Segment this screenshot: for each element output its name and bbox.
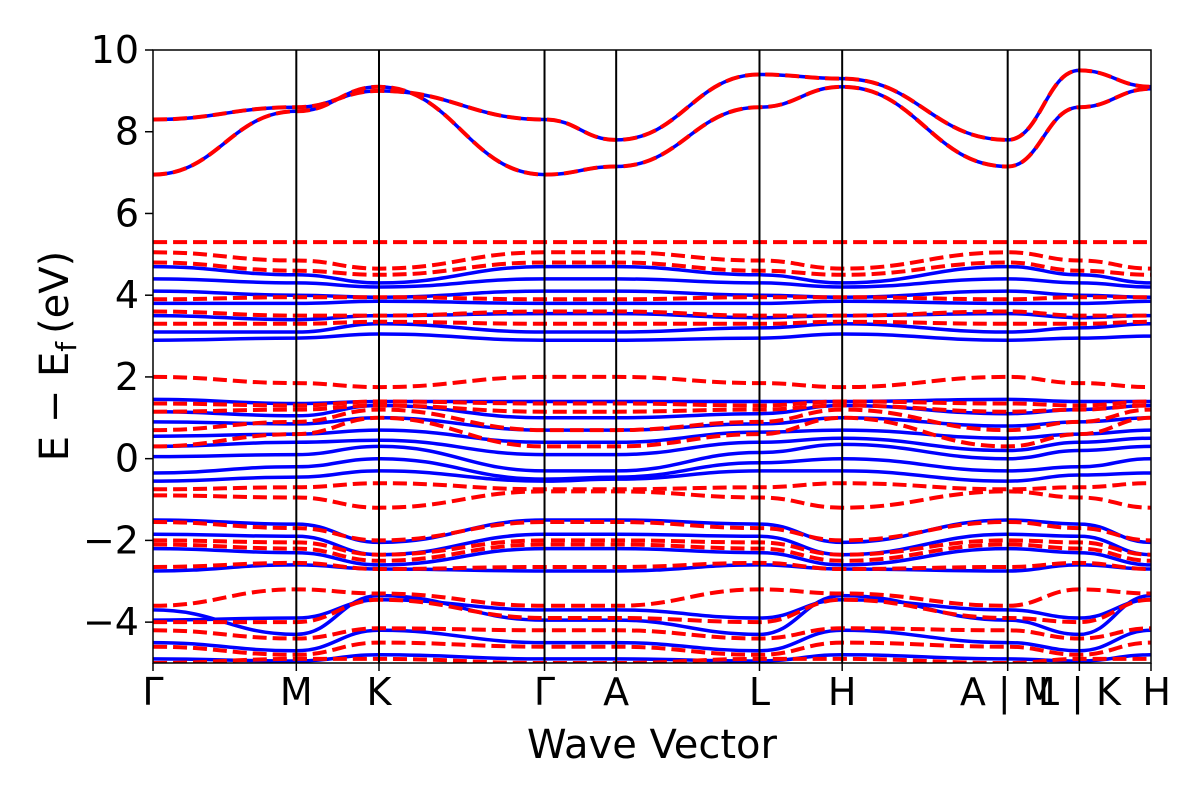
band-line-solid-18 xyxy=(153,532,1151,557)
band-line-dashed-22 xyxy=(153,84,1151,177)
band-line-dashed-8 xyxy=(153,309,1151,318)
band-line-solid-10 xyxy=(153,311,1151,322)
band-line-solid-7 xyxy=(153,397,1151,406)
y-axis: −4 −2 0 2 4 6 8 10 xyxy=(83,28,153,644)
band-line-dashed-3 xyxy=(153,407,1151,433)
x-tick-label: H xyxy=(1142,670,1171,714)
band-line-solid-19 xyxy=(153,546,1151,567)
y-tick-label: 2 xyxy=(115,355,139,399)
high-symmetry-lines xyxy=(295,50,1081,663)
y-axis-label-subscript: f xyxy=(50,341,83,352)
band-line-solid-13 xyxy=(153,277,1151,289)
x-tick-label: H xyxy=(828,670,857,714)
y-axis-label-main: E − E xyxy=(32,352,78,462)
band-line-solid-21 xyxy=(153,597,1151,622)
band-line-dashed-17 xyxy=(153,587,1151,608)
x-tick-label: A | M xyxy=(960,670,1056,715)
band-line-solid-12 xyxy=(153,289,1151,299)
band-line-dashed-15 xyxy=(153,542,1151,563)
band-line-solid-8 xyxy=(153,332,1151,342)
bands-layer xyxy=(153,68,1151,663)
band-line-solid-11 xyxy=(153,299,1151,306)
band-line-solid-9 xyxy=(153,322,1151,334)
band-line-dashed-19 xyxy=(153,626,1151,641)
x-axis-label: Wave Vector xyxy=(527,722,778,768)
band-line-solid-3 xyxy=(153,436,1151,457)
x-tick-label: Γ xyxy=(142,670,163,714)
band-line-solid-1 xyxy=(153,456,1151,481)
band-line-dashed-7 xyxy=(153,319,1151,326)
band-line-dashed-6 xyxy=(153,374,1151,390)
y-tick-label: −2 xyxy=(83,518,139,562)
band-line-dashed-2 xyxy=(153,415,1151,449)
band-line-solid-4 xyxy=(153,428,1151,445)
plot-frame xyxy=(152,49,1152,664)
band-line-solid-0 xyxy=(153,469,1151,483)
band-line-dashed-4 xyxy=(153,403,1151,414)
band-line-dashed-20 xyxy=(153,640,1151,657)
band-line-solid-5 xyxy=(153,416,1151,432)
band-line-dashed-0 xyxy=(153,481,1151,492)
band-line-solid-14 xyxy=(153,264,1151,285)
y-tick-label: 0 xyxy=(115,437,139,481)
band-line-dashed-23 xyxy=(153,68,1151,142)
x-tick-label: Γ xyxy=(534,670,555,714)
band-line-solid-20 xyxy=(153,563,1151,573)
band-line-dashed-1 xyxy=(153,489,1151,510)
band-line-solid-2 xyxy=(153,442,1151,473)
y-tick-label: 10 xyxy=(91,28,139,72)
band-line-dashed-13 xyxy=(153,519,1151,543)
y-axis-label-unit: (eV) xyxy=(32,251,78,334)
band-line-solid-23 xyxy=(153,628,1151,653)
x-tick-label: M xyxy=(280,670,313,714)
x-tick-label: A xyxy=(603,670,629,714)
band-line-dashed-11 xyxy=(153,250,1151,271)
band-line-dashed-9 xyxy=(153,295,1151,302)
y-axis-label: E − Ef (eV) xyxy=(32,251,83,462)
band-line-dashed-18 xyxy=(153,597,1151,625)
x-tick-label: L xyxy=(749,670,770,714)
band-line-solid-24 xyxy=(153,653,1151,663)
band-line-solid-22 xyxy=(153,593,1151,637)
band-line-dashed-5 xyxy=(153,399,1151,408)
x-tick-label: K xyxy=(367,670,393,714)
band-line-dashed-14 xyxy=(153,538,1151,557)
x-axis: Γ M K Γ A L H A | ML | K H xyxy=(142,663,1171,715)
y-tick-label: 4 xyxy=(115,273,139,317)
y-tick-label: 6 xyxy=(115,191,139,235)
x-tick-label: L | K xyxy=(1038,670,1122,715)
y-tick-label: 8 xyxy=(115,110,139,154)
band-line-dashed-10 xyxy=(153,260,1151,277)
y-tick-label: −4 xyxy=(83,600,139,644)
band-line-dashed-16 xyxy=(153,560,1151,572)
